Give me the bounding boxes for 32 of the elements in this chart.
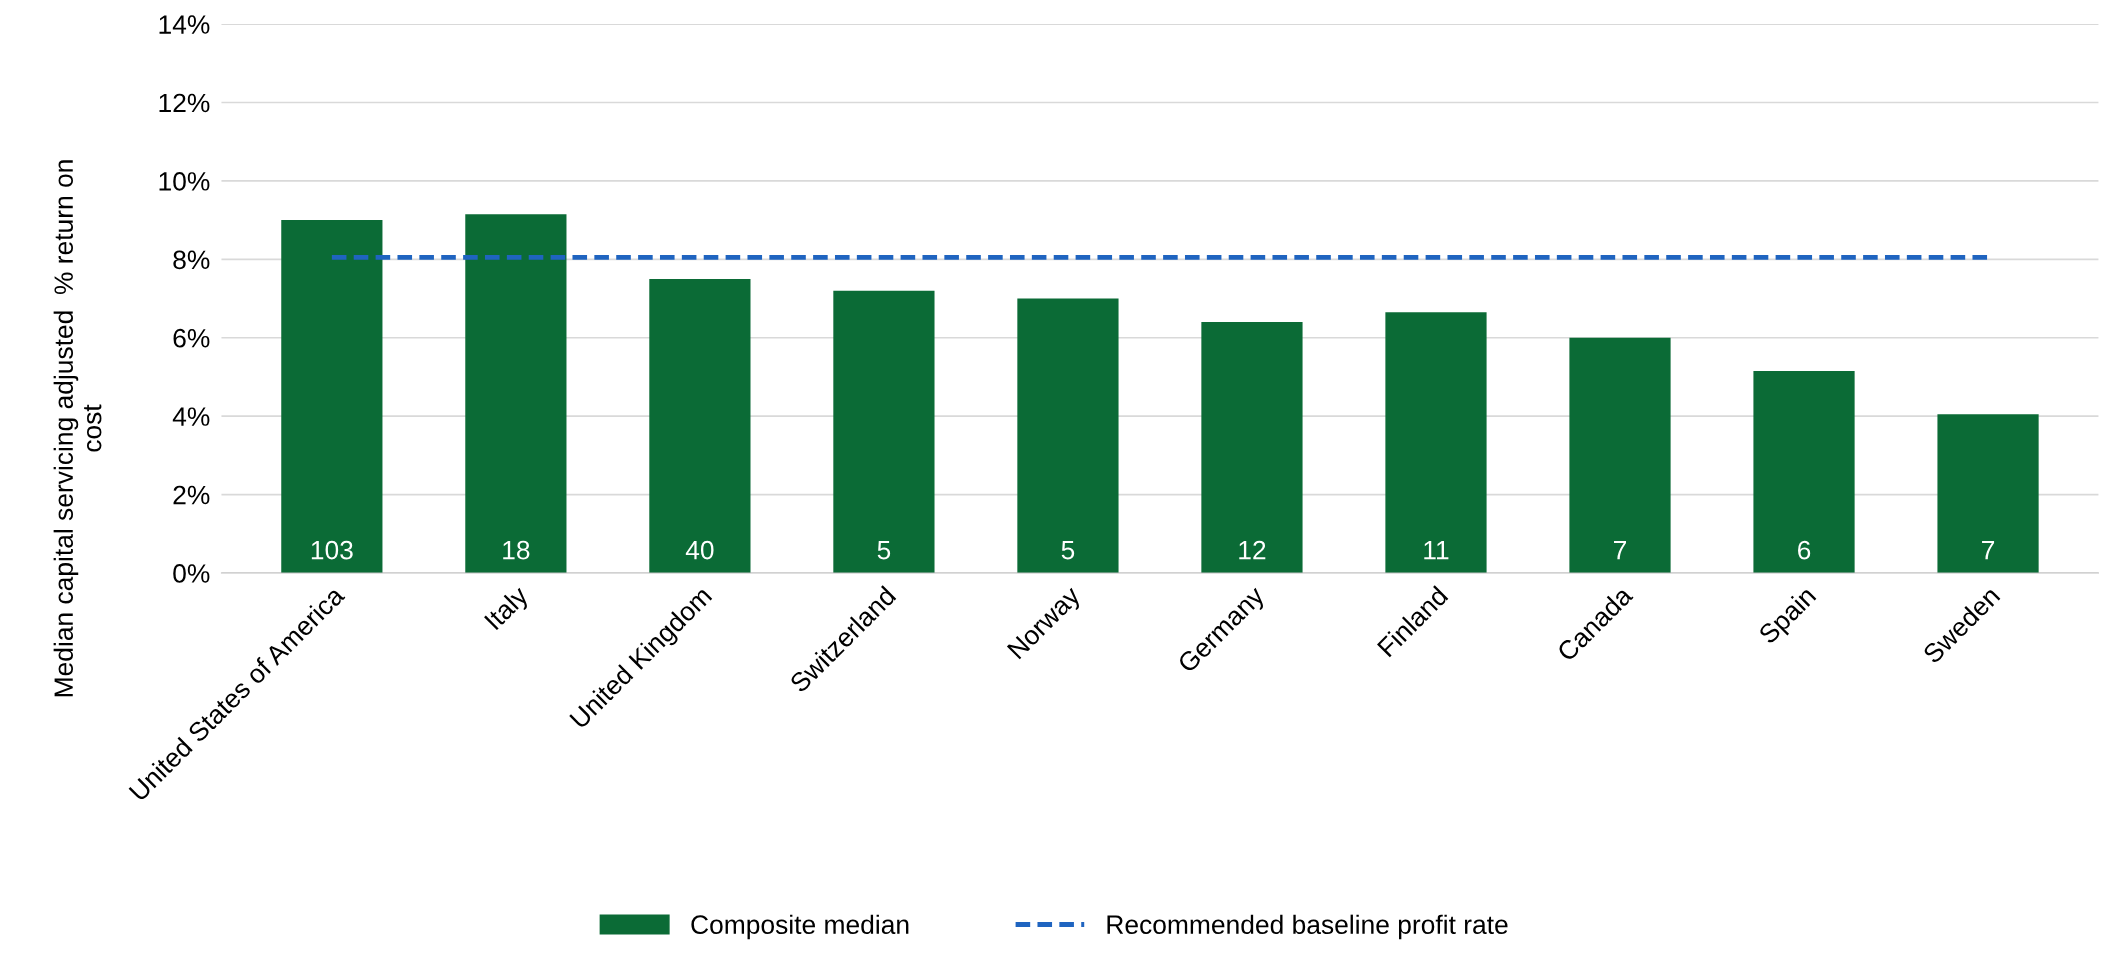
bar	[833, 290, 935, 573]
annotation: 12	[1239, 540, 1266, 560]
bar	[649, 278, 751, 573]
bar	[1569, 337, 1671, 573]
y-tick-label: 2%	[173, 485, 210, 505]
bar	[1937, 414, 2039, 573]
y-tick-label: 6%	[173, 328, 210, 348]
annotation: 5	[877, 541, 891, 560]
bar	[465, 214, 567, 573]
annotation: 7	[1982, 541, 1995, 560]
y-axis-title: Median capital servicing adjusted % return on cost	[53, 160, 102, 697]
bar	[1753, 371, 1855, 573]
annotation: 6	[1798, 540, 1811, 560]
annotation: 18	[503, 540, 530, 560]
bar	[1385, 312, 1487, 573]
annotation: 5	[1061, 541, 1075, 560]
y-tick-label: 0%	[173, 564, 210, 583]
y-tick-label: 4%	[172, 407, 210, 426]
annotation: 7	[1614, 541, 1627, 560]
annotation: 40	[685, 540, 714, 560]
legend-label: Recommended baseline profit rate	[1107, 914, 1508, 940]
annotation: 103	[311, 540, 353, 560]
y-tick-label: 12%	[159, 93, 210, 113]
y-tick-label: 14%	[159, 15, 210, 34]
x-tick-label: Italy	[483, 584, 534, 634]
annotation: 11	[1424, 541, 1449, 560]
legend-label: Composite median	[691, 914, 909, 940]
bar	[1017, 298, 1119, 573]
y-tick-label: 8%	[173, 250, 210, 270]
bar	[281, 220, 383, 573]
y-tick-label: 10%	[159, 172, 210, 191]
bar	[1201, 322, 1303, 573]
